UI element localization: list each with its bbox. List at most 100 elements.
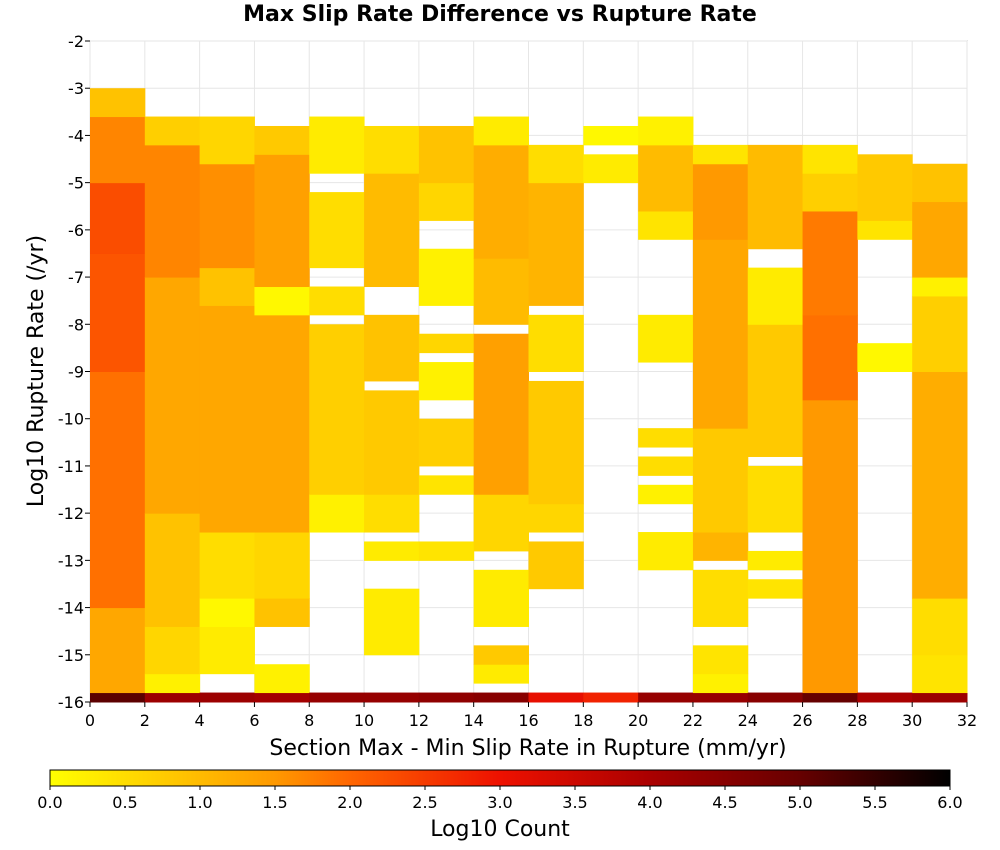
- heatmap-cell: [638, 428, 694, 448]
- heatmap-cell: [199, 692, 255, 703]
- heatmap-cell: [528, 692, 584, 703]
- heatmap-cell: [912, 201, 968, 278]
- heatmap-cell: [528, 314, 584, 372]
- heatmap-cell: [912, 163, 968, 203]
- colorbar-tick-label: 0.5: [112, 793, 137, 812]
- heatmap-cell: [473, 116, 529, 146]
- heatmap-cell: [747, 267, 804, 325]
- colorbar-label: Log10 Count: [430, 817, 570, 842]
- heatmap-cell: [692, 144, 749, 165]
- x-tick-label: 4: [195, 711, 205, 730]
- x-tick-label: 12: [409, 711, 429, 730]
- y-tick-label: -5: [68, 174, 84, 193]
- heatmap-cell: [638, 116, 694, 146]
- y-tick-label: -16: [58, 693, 84, 712]
- heatmap-cell: [528, 503, 584, 533]
- heatmap-cell: [692, 692, 749, 703]
- y-tick-label: -10: [58, 410, 84, 429]
- heatmap-cell: [528, 380, 584, 505]
- heatmap-cell: [473, 664, 529, 684]
- x-tick-label: 10: [354, 711, 374, 730]
- heatmap-cell: [364, 125, 420, 174]
- x-tick-label: 18: [573, 711, 593, 730]
- heatmap-cell: [528, 541, 584, 590]
- heatmap-cell: [309, 192, 365, 269]
- heatmap-cell: [583, 154, 639, 184]
- heatmap-cell: [638, 210, 694, 240]
- heatmap-cell: [254, 598, 310, 627]
- heatmap-cell: [638, 314, 694, 363]
- colorbar-tick-label: 1.0: [187, 793, 212, 812]
- x-tick-label: 2: [140, 711, 150, 730]
- colorbar-tick-label: 3.0: [487, 793, 512, 812]
- x-tick-label: 14: [464, 711, 484, 730]
- heatmap-cell: [309, 286, 365, 316]
- heatmap-cell: [144, 692, 201, 703]
- heatmap-cell: [199, 305, 255, 533]
- heatmap-cell: [747, 144, 804, 250]
- heatmap-cell: [912, 692, 968, 703]
- heatmap-cell: [473, 494, 529, 552]
- heatmap-cell: [418, 182, 475, 221]
- heatmap-cell: [857, 154, 913, 221]
- heatmap-cell: [364, 173, 420, 288]
- heatmap-cell: [528, 182, 584, 306]
- heatmap-cell: [254, 664, 310, 694]
- heatmap-cell: [144, 673, 201, 694]
- heatmap-cell: [418, 692, 475, 703]
- heatmap-cell: [199, 532, 255, 599]
- heatmap-cell: [912, 598, 968, 656]
- heatmap-cell: [473, 144, 529, 259]
- heatmap-cell: [912, 277, 968, 297]
- heatmap-cell: [692, 163, 749, 240]
- heatmap-cell: [912, 654, 968, 694]
- heatmap-cell: [90, 182, 146, 254]
- heatmap-cell: [90, 607, 146, 694]
- heatmap-cell: [747, 465, 804, 533]
- x-tick-label: 0: [85, 711, 95, 730]
- heatmap-cell: [638, 532, 694, 571]
- heatmap-cell: [857, 692, 913, 703]
- heatmap-cell: [364, 541, 420, 561]
- heatmap-cells: [90, 88, 968, 703]
- heatmap-cell: [309, 494, 365, 533]
- heatmap-cell: [747, 550, 804, 571]
- heatmap-cell: [473, 569, 529, 627]
- heatmap-cell: [857, 220, 913, 240]
- heatmap-cell: [90, 692, 146, 703]
- heatmap-cell: [309, 692, 365, 703]
- heatmap-cell: [747, 579, 804, 599]
- heatmap-cell: [802, 692, 858, 703]
- heatmap-cell: [638, 692, 694, 703]
- heatmap-cell: [692, 239, 749, 429]
- heatmap-cell: [802, 144, 858, 174]
- x-tick-label: 28: [847, 711, 867, 730]
- heatmap-cell: [418, 333, 475, 354]
- heatmap-cell: [144, 513, 201, 627]
- heatmap-cell: [418, 418, 475, 467]
- heatmap-cell: [144, 116, 201, 146]
- heatmap-cell: [857, 343, 913, 372]
- x-tick-label: 6: [249, 711, 259, 730]
- heatmap-cell: [90, 371, 146, 609]
- heatmap-cell: [364, 588, 420, 656]
- y-tick-label: -7: [68, 268, 84, 287]
- heatmap-cell: [254, 692, 310, 703]
- heatmap-cell: [254, 314, 310, 533]
- heatmap-cell: [418, 248, 475, 306]
- heatmap-cell: [692, 645, 749, 675]
- x-tick-label: 16: [518, 711, 538, 730]
- heatmap-cell: [802, 314, 858, 401]
- heatmap-cell: [254, 286, 310, 316]
- colorbar-tick-label: 2.0: [337, 793, 362, 812]
- x-tick-label: 32: [957, 711, 977, 730]
- heatmap-cell: [692, 532, 749, 561]
- y-axis-ticks: -2 -3 -4 -5 -6 -7 -8 -9 -10 -11 -12 -13 -14 -15 -16: [58, 32, 90, 712]
- colorbar-tick-label: 5.5: [862, 793, 887, 812]
- heatmap-cell: [473, 645, 529, 665]
- heatmap-cell: [199, 163, 255, 269]
- heatmap-cell: [912, 295, 968, 372]
- heatmap-cell: [747, 692, 804, 703]
- y-tick-label: -13: [58, 551, 84, 570]
- colorbar-tick-label: 1.5: [262, 793, 287, 812]
